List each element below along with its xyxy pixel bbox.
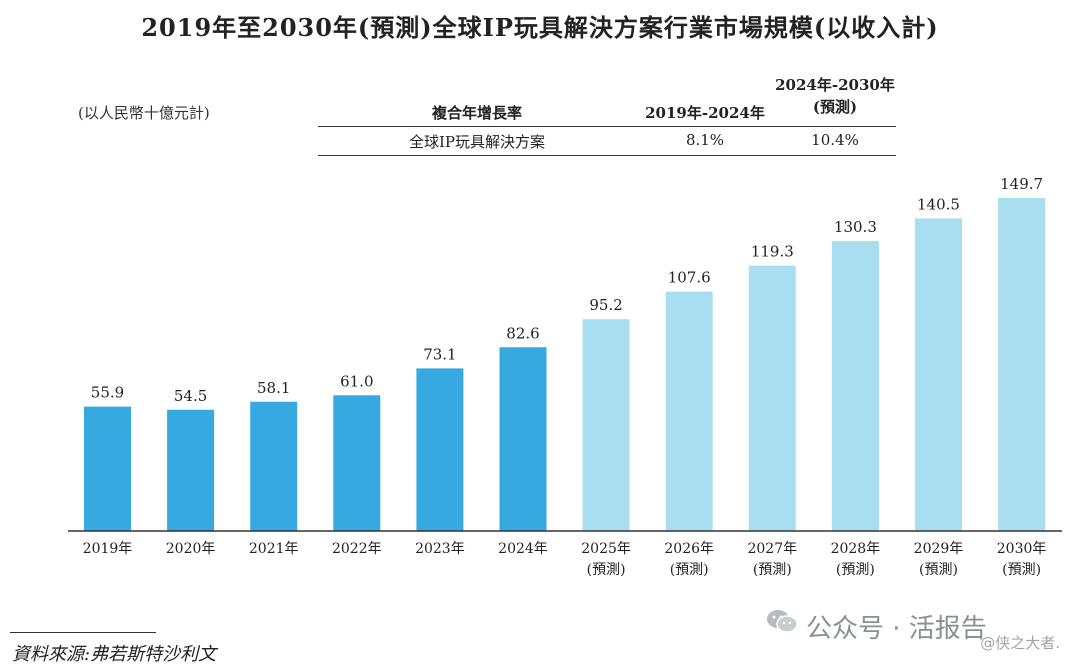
bar-6 [582, 319, 630, 531]
cagr-table: 複合年增長率 2019年-2024年 2024年-2030年(預測) 全球IP玩… [318, 72, 896, 156]
cagr-row-label: 全球IP玩具解決方案 [408, 133, 546, 151]
value-label-7: 107.6 [668, 269, 711, 287]
x-tick-label-3: 2022年 [332, 541, 382, 557]
x-tick-label-9: 2028年 [831, 541, 881, 557]
value-label-1: 54.5 [174, 387, 207, 405]
value-label-9: 130.3 [834, 218, 877, 236]
value-label-5: 82.6 [506, 324, 539, 342]
bar-7 [665, 291, 713, 531]
bar-1 [167, 409, 215, 531]
x-tick-label-5: 2024年 [498, 541, 548, 557]
bar-10 [915, 218, 962, 531]
cagr-period-historical: 2019年-2024年 [645, 104, 765, 122]
bar-8 [748, 265, 796, 531]
x-tick-sublabel-7: (預測) [670, 562, 709, 578]
bar-9 [831, 241, 879, 532]
unit-label: (以人民幣十億元計) [78, 104, 210, 122]
cagr-value-historical: 8.1% [685, 131, 725, 149]
bar-0 [84, 406, 131, 531]
chart-title: 2019年至2030年(預測)全球IP玩具解決方案行業市場規模(以收入計) [141, 13, 939, 42]
wechat-icon [767, 610, 798, 633]
x-tick-sublabel-10: (預測) [919, 562, 958, 578]
x-tick-label-11: 2030年 [997, 541, 1047, 557]
value-label-6: 95.2 [589, 296, 622, 314]
x-tick-label-6: 2025年 [581, 541, 631, 557]
x-tick-label-4: 2023年 [415, 541, 465, 557]
bar-2 [250, 401, 298, 531]
x-tick-sublabel-9: (預測) [836, 562, 875, 578]
x-tick-sublabel-11: (預測) [1002, 562, 1041, 578]
watermark-sub: @侠之大者. [980, 634, 1060, 652]
bar-3 [333, 395, 381, 531]
x-tick-sublabel-6: (預測) [587, 562, 626, 578]
x-tick-label-1: 2020年 [166, 541, 216, 557]
source-note: 資料來源:弗若斯特沙利文 [12, 644, 217, 665]
cagr-value-forecast: 10.4% [811, 131, 859, 149]
watermark: 公众号 · 活报告 @侠之大者. [766, 592, 1066, 662]
value-label-0: 55.9 [91, 384, 124, 402]
bar-chart: 55.9 2019年 54.5 2020年 58.1 2021年 61.0 2022年 73.1… [68, 175, 1062, 578]
cagr-data-row: 全球IP玩具解決方案 8.1% 10.4% [318, 127, 896, 156]
bar-11 [998, 198, 1046, 531]
value-label-3: 61.0 [340, 372, 373, 390]
cagr-period-forecast: 2024年-2030年(預測) [775, 76, 895, 116]
cagr-header-label: 複合年增長率 [431, 104, 522, 122]
x-tick-label-7: 2026年 [664, 541, 714, 557]
value-label-2: 58.1 [257, 379, 290, 397]
value-label-4: 73.1 [423, 345, 456, 363]
watermark-main: 公众号 · 活报告 [806, 614, 987, 644]
x-tick-label-2: 2021年 [249, 541, 299, 557]
x-tick-label-0: 2019年 [83, 541, 133, 557]
x-tick-sublabel-8: (預測) [753, 562, 792, 578]
cagr-header-row: 複合年增長率 2019年-2024年 2024年-2030年(預測) [318, 72, 896, 127]
value-label-10: 140.5 [917, 195, 960, 213]
source-divider [10, 632, 156, 633]
bar-4 [416, 368, 464, 531]
bar-5 [499, 347, 547, 531]
value-label-8: 119.3 [751, 243, 794, 261]
value-label-11: 149.7 [1000, 175, 1043, 193]
x-tick-label-10: 2029年 [914, 541, 964, 557]
x-tick-label-8: 2027年 [747, 541, 797, 557]
